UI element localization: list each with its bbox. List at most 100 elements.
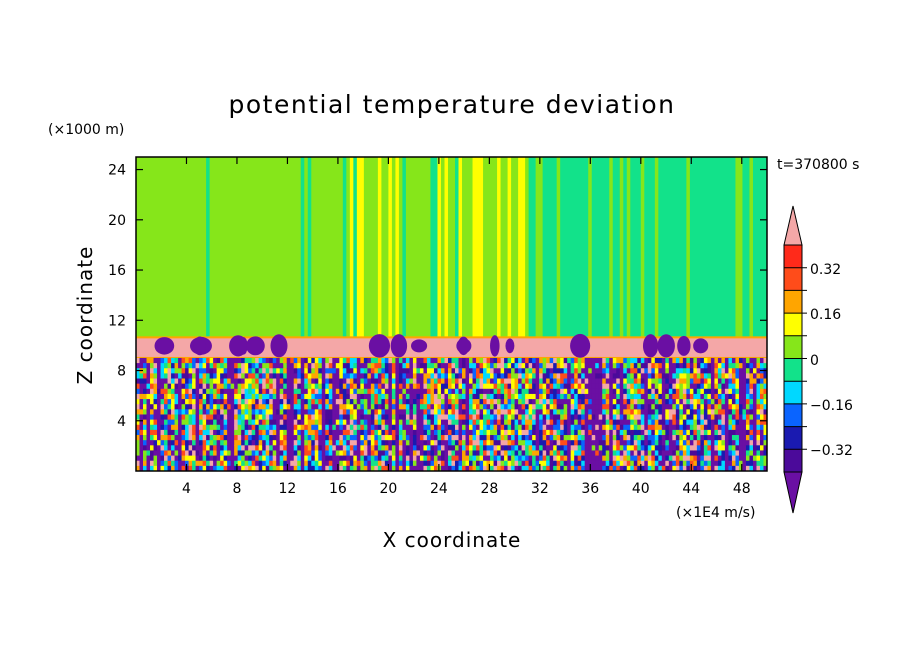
contour-cell [763, 157, 767, 338]
contour-cell [640, 419, 645, 426]
contour-cell [458, 378, 463, 385]
contour-cell [234, 465, 239, 471]
contour-cell [486, 378, 491, 385]
contour-cell [307, 429, 312, 436]
contour-cell [279, 393, 284, 400]
contour-cell [598, 373, 603, 380]
contour-cell [455, 460, 460, 467]
contour-cell [269, 157, 274, 338]
contour-cell [388, 435, 393, 441]
contour-cell [556, 393, 561, 400]
contour-cell [749, 399, 754, 405]
contour-cell [574, 378, 579, 385]
contour-cell [462, 393, 467, 400]
contour-cell [759, 388, 765, 395]
contour-cell [633, 424, 638, 431]
contour-cell [157, 414, 162, 421]
contour-cell [300, 450, 305, 457]
colorbar-segment [784, 335, 802, 359]
contour-cell [272, 429, 277, 436]
contour-cell [346, 429, 351, 436]
contour-cell [363, 157, 368, 338]
contour-cell [584, 404, 589, 410]
contour-cell [164, 404, 169, 410]
contour-cell [325, 404, 330, 410]
contour-cell [724, 404, 730, 410]
contour-cell [693, 357, 698, 364]
contour-cell [353, 378, 358, 385]
contour-cell [391, 460, 397, 467]
contour-cell [591, 409, 596, 416]
contour-cell [419, 414, 425, 421]
contour-cell [160, 455, 165, 462]
contour-cell [549, 445, 554, 452]
contour-cell [493, 393, 498, 400]
contour-cell [707, 357, 712, 364]
contour-cell [682, 445, 687, 452]
contour-cell [353, 424, 358, 431]
contour-cell [202, 460, 207, 467]
contour-cell [700, 429, 705, 436]
contour-cell [192, 424, 197, 431]
contour-cell [679, 409, 684, 416]
contour-cell [279, 460, 284, 467]
contour-cell [465, 409, 470, 416]
contour-cell [455, 404, 460, 410]
contour-cell [539, 357, 544, 364]
contour-cell [377, 460, 382, 467]
contour-cell [658, 404, 663, 410]
contour-cell [272, 368, 277, 374]
contour-cell [202, 445, 207, 452]
contour-cell [738, 373, 744, 380]
contour-cell [511, 455, 516, 462]
contour-cell [255, 388, 260, 395]
contour-cell [759, 429, 765, 436]
contour-cell [174, 357, 179, 364]
contour-cell [472, 445, 477, 452]
contour-cell [553, 414, 558, 421]
contour-cell [707, 435, 712, 441]
contour-cell [258, 435, 263, 441]
contour-cell [227, 429, 232, 436]
contour-cell [521, 393, 526, 400]
contour-cell [511, 378, 516, 385]
contour-cell [335, 424, 340, 431]
contour-cell [356, 393, 361, 400]
contour-cell [241, 399, 246, 405]
contour-cell [300, 378, 305, 385]
contour-cell [171, 383, 176, 390]
contour-cell [465, 378, 470, 385]
contour-cell [409, 399, 414, 405]
contour-cell [619, 373, 624, 380]
contour-cell [619, 363, 624, 369]
contour-cell [318, 455, 323, 462]
contour-cell [514, 440, 519, 446]
contour-cell [167, 455, 172, 462]
contour-cell [160, 393, 165, 400]
contour-cell [258, 404, 263, 410]
contour-cell [469, 435, 474, 441]
contour-cell [525, 465, 530, 471]
contour-cell [595, 409, 600, 416]
contour-cell [181, 383, 186, 390]
contour-cell [293, 419, 298, 426]
contour-cell [160, 460, 165, 467]
contour-cell [157, 378, 162, 385]
contour-cell [153, 373, 158, 380]
contour-cell [318, 368, 323, 374]
contour-cell [703, 435, 709, 441]
contour-cell [360, 157, 365, 338]
contour-cell [507, 445, 512, 452]
contour-cell [560, 357, 565, 364]
contour-cell [437, 450, 442, 457]
contour-cell [633, 383, 638, 390]
contour-cell [696, 409, 701, 416]
contour-cell [595, 378, 600, 385]
contour-cell [707, 409, 712, 416]
contour-cell [465, 363, 470, 369]
contour-cell [731, 388, 737, 395]
contour-cell [279, 363, 284, 369]
contour-cell [272, 399, 277, 405]
contour-cell [504, 429, 509, 436]
contour-cell [528, 435, 533, 441]
